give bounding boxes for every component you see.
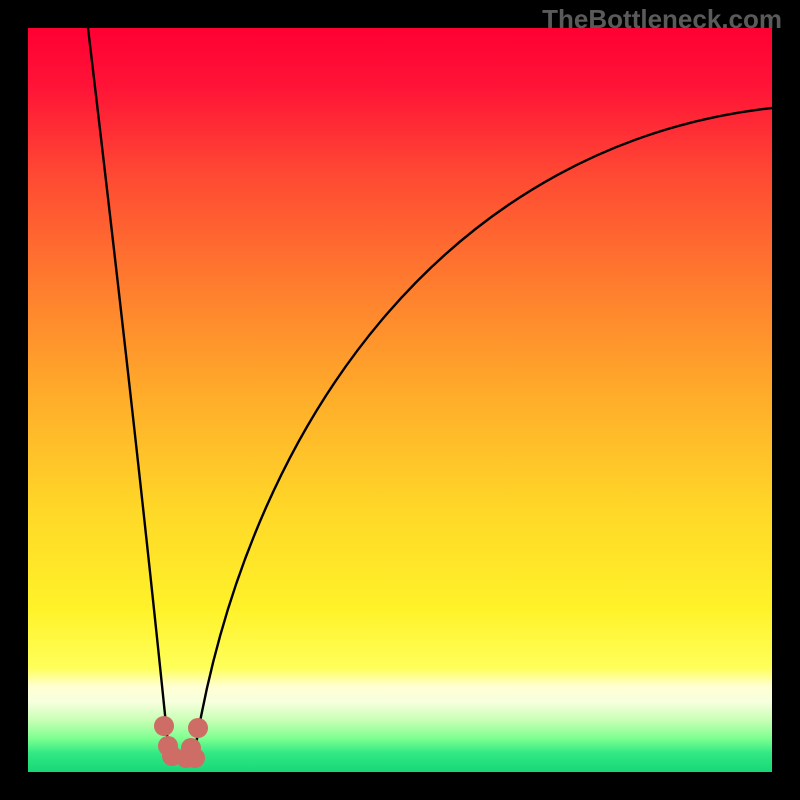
marker-point [154,716,174,736]
plot-svg [28,28,772,772]
watermark-text: TheBottleneck.com [542,4,782,35]
marker-point [185,748,205,768]
marker-point [188,718,208,738]
gradient-background [28,28,772,772]
chart-container: TheBottleneck.com [0,0,800,800]
plot-area [28,28,772,772]
